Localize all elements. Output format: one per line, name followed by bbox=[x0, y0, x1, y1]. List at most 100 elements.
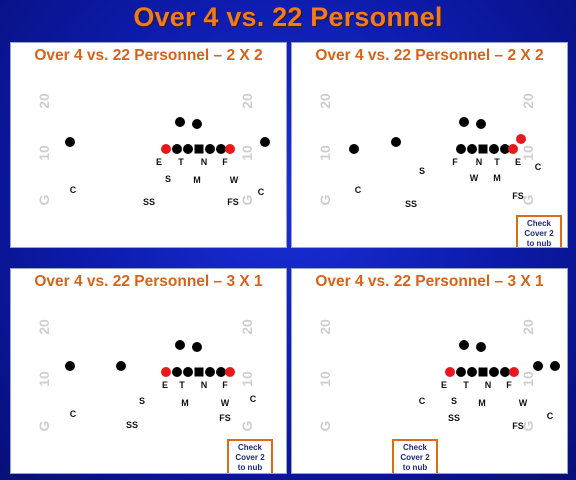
defender-label: N bbox=[484, 380, 492, 390]
defender-label: FS bbox=[219, 413, 231, 423]
check-note-line: to nub side bbox=[526, 239, 552, 248]
lineman-dot bbox=[172, 367, 182, 377]
yard-number-left: G bbox=[317, 420, 333, 432]
defender-label: FS bbox=[512, 421, 524, 431]
yard-number-right: 20 bbox=[239, 93, 255, 109]
defender-label: E bbox=[161, 380, 169, 390]
receiver-dot bbox=[192, 342, 202, 352]
yard-number-left: G bbox=[36, 194, 52, 206]
receiver-dot bbox=[533, 361, 543, 371]
check-note-line: Cover 2 bbox=[235, 453, 265, 462]
lineman-dot bbox=[467, 144, 477, 154]
center-square bbox=[194, 367, 204, 377]
defender-label: S bbox=[138, 396, 146, 406]
defender-label: N bbox=[200, 157, 208, 167]
tight-end-dot bbox=[225, 367, 235, 377]
panel-title: Over 4 vs. 22 Personnel – 2 X 2 bbox=[315, 47, 544, 64]
yard-number-right: 10 bbox=[239, 371, 255, 387]
tight-end-dot bbox=[509, 367, 519, 377]
lineman-dot bbox=[456, 367, 466, 377]
defender-label: S bbox=[164, 174, 172, 184]
tight-end-dot bbox=[445, 367, 455, 377]
defender-label: C bbox=[354, 185, 362, 195]
defender-label: SS bbox=[142, 197, 156, 207]
lineman-dot bbox=[456, 144, 466, 154]
receiver-dot bbox=[175, 117, 185, 127]
yard-number-left: 20 bbox=[36, 93, 52, 109]
defender-label: S bbox=[418, 166, 426, 176]
receiver-dot bbox=[476, 342, 486, 352]
yard-number-left: 10 bbox=[36, 371, 52, 387]
lineman-dot bbox=[500, 144, 510, 154]
panel-title: Over 4 vs. 22 Personnel – 3 X 1 bbox=[34, 273, 263, 290]
defender-label: F bbox=[452, 157, 458, 167]
defender-label: N bbox=[475, 157, 483, 167]
check-note-line: Cover 2 bbox=[524, 229, 554, 238]
defender-label: SS bbox=[447, 413, 461, 423]
lineman-dot bbox=[489, 144, 499, 154]
defender-label: W bbox=[220, 398, 230, 408]
receiver-dot bbox=[65, 361, 75, 371]
lineman-dot bbox=[500, 367, 510, 377]
lineman-dot bbox=[216, 367, 226, 377]
yard-number-right: 10 bbox=[520, 145, 536, 161]
yard-number-right: 20 bbox=[520, 93, 536, 109]
defender-label: W bbox=[469, 173, 479, 183]
tight-end-dot bbox=[516, 134, 526, 144]
diagram-panel-2: Over 4 vs. 22 Personnel – 2 X 2 20 10 G … bbox=[291, 42, 568, 248]
defender-label: W bbox=[229, 175, 239, 185]
defender-label: C bbox=[418, 396, 426, 406]
defender-label: E bbox=[440, 380, 448, 390]
yard-number-left: G bbox=[317, 194, 333, 206]
defender-label: C bbox=[249, 394, 257, 404]
diagram-panel-1: Over 4 vs. 22 Personnel – 2 X 2 20 10 G … bbox=[10, 42, 287, 248]
yard-number-right: G bbox=[239, 420, 255, 432]
diagram-panel-3: Over 4 vs. 22 Personnel – 3 X 1 20 10 G … bbox=[10, 268, 287, 474]
tight-end-dot bbox=[225, 144, 235, 154]
check-note-line: to nub side bbox=[237, 463, 263, 472]
defender-label: M bbox=[493, 173, 501, 183]
yard-number-left: G bbox=[36, 420, 52, 432]
center-square bbox=[194, 144, 204, 154]
lineman-dot bbox=[489, 367, 499, 377]
defender-label: SS bbox=[404, 199, 418, 209]
defender-label: T bbox=[494, 157, 500, 167]
defender-label: W bbox=[518, 398, 528, 408]
receiver-dot bbox=[175, 340, 185, 350]
receiver-dot bbox=[192, 119, 202, 129]
tight-end-dot bbox=[161, 144, 171, 154]
page-title: Over 4 vs. 22 Personnel bbox=[133, 2, 443, 32]
panel-title: Over 4 vs. 22 Personnel – 2 X 2 bbox=[34, 47, 263, 64]
defender-label: T bbox=[178, 157, 184, 167]
field: 20 10 G 20 10 G E T N F S M W C C SS FS bbox=[11, 43, 286, 247]
defender-label: C bbox=[69, 409, 77, 419]
defender-label: FS bbox=[512, 191, 524, 201]
tight-end-dot bbox=[508, 144, 518, 154]
defender-label: E bbox=[514, 157, 522, 167]
lineman-dot bbox=[205, 144, 215, 154]
defender-label: S bbox=[450, 396, 458, 406]
center-square bbox=[478, 144, 488, 154]
yard-number-left: 10 bbox=[317, 371, 333, 387]
receiver-dot bbox=[476, 119, 486, 129]
field: 20 10 G 20 10 G E T N F S M W C C SS FS … bbox=[11, 269, 286, 473]
check-note-box: Check Cover 2 to nub side bbox=[516, 215, 562, 248]
receiver-dot bbox=[65, 137, 75, 147]
defender-label: C bbox=[257, 187, 265, 197]
yard-number-right: 20 bbox=[239, 319, 255, 335]
defender-label: F bbox=[222, 380, 228, 390]
tight-end-dot bbox=[161, 367, 171, 377]
yard-number-right: 10 bbox=[239, 145, 255, 161]
lineman-dot bbox=[205, 367, 215, 377]
lineman-dot bbox=[216, 144, 226, 154]
check-note-line: Check bbox=[237, 443, 262, 452]
check-note-line: Check bbox=[526, 219, 551, 228]
check-note-line: Check bbox=[402, 443, 427, 452]
lineman-dot bbox=[467, 367, 477, 377]
check-note-line: to nub side bbox=[402, 463, 428, 472]
lineman-dot bbox=[183, 367, 193, 377]
field: 20 10 G 20 10 G E T N F C S M W C SS FS … bbox=[292, 269, 567, 473]
receiver-dot bbox=[391, 137, 401, 147]
diagram-panel-4: Over 4 vs. 22 Personnel – 3 X 1 20 10 G … bbox=[291, 268, 568, 474]
receiver-dot bbox=[550, 361, 560, 371]
